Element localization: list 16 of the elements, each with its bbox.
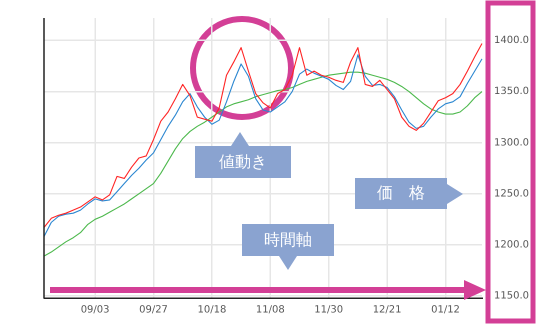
y-tick-label: 1300.0 — [494, 137, 529, 148]
x-tick-label: 10/18 — [197, 304, 226, 316]
annotation: 時間軸 — [242, 224, 334, 256]
annotation: 価 格 — [355, 178, 447, 209]
y-tick-label: 1200.0 — [494, 239, 529, 250]
x-tick-label: 12/21 — [372, 304, 402, 316]
x-tick-label: 09/27 — [139, 304, 168, 316]
annotation: 値動き — [195, 146, 291, 178]
y-tick-label: 1150.0 — [494, 290, 529, 302]
y-tick-label: 1350.0 — [494, 86, 529, 98]
y-tick-label: 1250.0 — [494, 188, 529, 200]
x-tick-label: 09/03 — [80, 304, 110, 316]
x-tick-label: 11/30 — [314, 304, 344, 316]
x-tick-label: 01/12 — [431, 304, 460, 316]
x-tick-label: 11/08 — [256, 304, 285, 316]
y-tick-label: 1400.0 — [494, 35, 529, 46]
